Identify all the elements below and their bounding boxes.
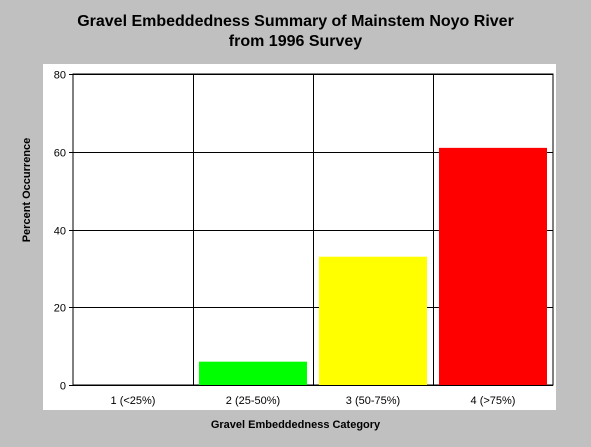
y-tick-label: 20	[54, 303, 66, 315]
y-tick-label: 40	[54, 226, 66, 238]
chart-title-line-1: Gravel Embeddedness Summary of Mainstem …	[77, 13, 514, 30]
bar-3	[319, 256, 427, 385]
y-axis-label: Percent Occurrence	[21, 137, 33, 243]
x-axis-label: Gravel Embeddedness Category	[210, 419, 381, 431]
x-tick-label: 1 (<25%)	[111, 395, 156, 407]
x-tick-label: 4 (>75%)	[471, 395, 516, 407]
bar-4	[439, 147, 547, 385]
chart-title: Gravel Embeddedness Summary of Mainstem …	[0, 12, 591, 52]
x-tick-label: 3 (50-75%)	[346, 395, 400, 407]
chart-title-line-2: from 1996 Survey	[228, 33, 363, 50]
y-tick-label: 60	[54, 148, 66, 160]
bar-2	[199, 361, 307, 385]
y-tick-label: 80	[54, 70, 66, 82]
y-tick-label: 0	[60, 381, 66, 393]
x-tick-label: 2 (25-50%)	[226, 395, 280, 407]
